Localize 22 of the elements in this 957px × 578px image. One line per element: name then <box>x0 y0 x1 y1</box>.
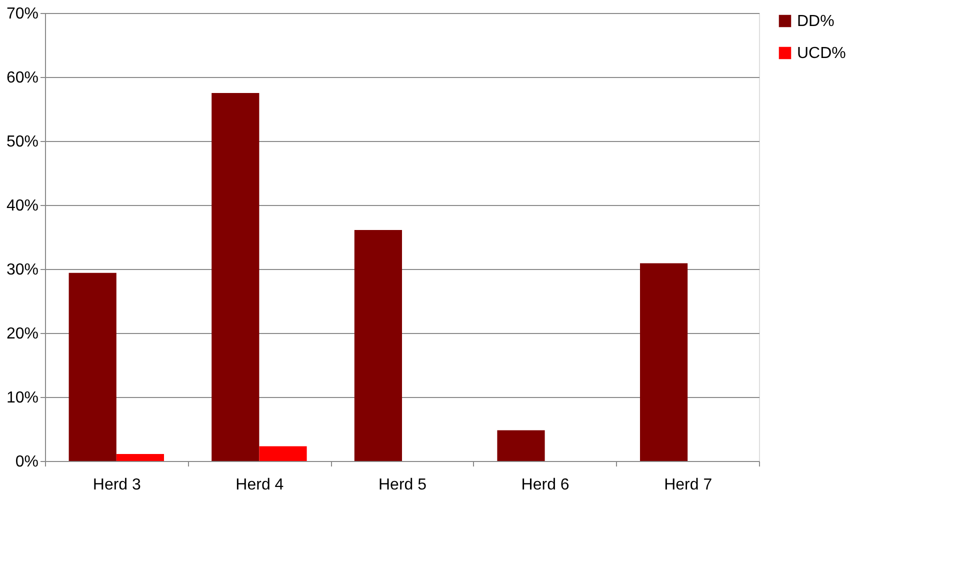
x-tick-label: Herd 5 <box>378 476 427 494</box>
y-tick-label: 60% <box>6 70 38 86</box>
bar <box>116 454 164 461</box>
bar <box>354 230 402 461</box>
legend-label: UCD% <box>797 45 846 62</box>
y-tick-label: 70% <box>6 6 38 22</box>
bar <box>640 263 688 461</box>
x-tick-label: Herd 7 <box>664 476 712 494</box>
y-tick-label: 50% <box>6 134 38 150</box>
bar <box>212 93 260 461</box>
x-tick-label: Herd 4 <box>236 476 284 494</box>
x-tick-label: Herd 3 <box>92 476 142 494</box>
bar <box>68 272 116 461</box>
bar <box>497 430 545 461</box>
bar <box>259 446 307 461</box>
y-tick-label: 30% <box>6 262 38 278</box>
legend-label: DD% <box>797 13 834 30</box>
y-tick-label: 10% <box>6 390 38 406</box>
y-tick-label: 20% <box>6 326 38 342</box>
x-tick-label: Herd 6 <box>521 476 570 494</box>
y-tick-label: 40% <box>6 198 38 214</box>
y-tick-label: 0% <box>15 454 38 470</box>
